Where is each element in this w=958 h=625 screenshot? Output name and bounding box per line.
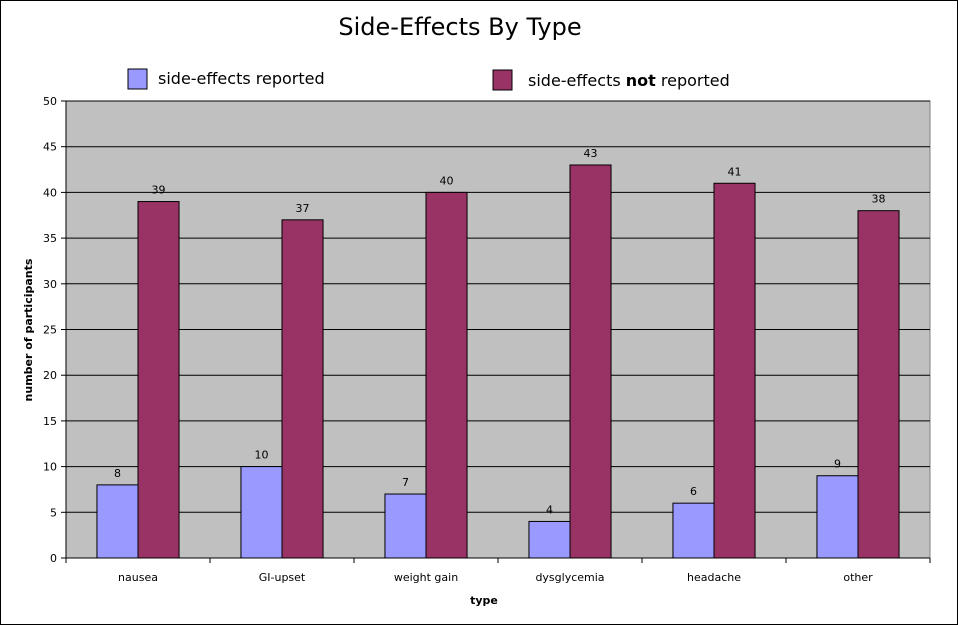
gridlines [66, 100, 930, 513]
y-tick-label: 40 [43, 186, 57, 199]
data-label-reported: 10 [254, 449, 268, 462]
x-tick-label: headache [687, 571, 741, 584]
bar-not-reported [713, 182, 756, 559]
legend-label-not-reported: side-effects not reported [528, 71, 730, 90]
bar-reported [384, 493, 427, 559]
y-axis-title: number of participants [22, 258, 35, 401]
y-tick-label: 30 [43, 278, 57, 291]
y-tick-label: 0 [50, 552, 57, 565]
bar-not-reported [569, 164, 612, 559]
legend: side-effects reported side-effects not r… [127, 68, 730, 91]
y-tick-label: 25 [43, 324, 57, 337]
x-tick-label: nausea [118, 571, 158, 584]
y-tick-label: 45 [43, 141, 57, 154]
y-tick-label: 35 [43, 232, 57, 245]
x-tick-label: GI-upset [259, 571, 306, 584]
bar-not-reported [281, 219, 324, 559]
y-tick-label: 10 [43, 461, 57, 474]
data-label-not-reported: 40 [440, 174, 454, 187]
bar-not-reported [857, 210, 900, 559]
x-tick-label: weight gain [394, 571, 458, 584]
x-tick-labels: nausea GI-upset weight gain dysglycemia head… [118, 571, 873, 584]
y-tick-label: 20 [43, 369, 57, 382]
data-label-not-reported: 37 [296, 202, 310, 215]
legend-swatch-not-reported [492, 69, 513, 91]
data-label-reported: 6 [690, 485, 697, 498]
data-label-not-reported: 38 [872, 193, 886, 206]
y-tick-label: 5 [50, 506, 57, 519]
data-label-reported: 7 [402, 476, 409, 489]
bar-not-reported [137, 201, 180, 559]
chart-title: Side-Effects By Type [338, 13, 581, 41]
data-label-reported: 8 [114, 467, 121, 480]
data-label-not-reported: 43 [584, 147, 598, 160]
bar-reported [816, 475, 859, 559]
data-labels: 8 39 10 37 7 40 4 43 6 41 9 38 [114, 147, 886, 516]
x-tick-label: other [843, 571, 873, 584]
axes [61, 100, 931, 563]
bar-not-reported [425, 191, 468, 559]
bar-reported [240, 466, 283, 559]
data-label-reported: 9 [834, 458, 841, 471]
x-axis-title: type [470, 594, 498, 607]
legend-swatch-reported [127, 68, 148, 90]
y-tick-label: 50 [43, 95, 57, 108]
data-label-not-reported: 39 [152, 184, 166, 197]
x-tick-label: dysglycemia [535, 571, 604, 584]
bar-reported [672, 502, 715, 559]
bar-reported [96, 484, 139, 559]
legend-label-reported: side-effects reported [158, 69, 325, 88]
y-tick-labels: 0 5 10 15 20 25 30 35 40 45 50 [43, 95, 57, 565]
data-label-not-reported: 41 [728, 165, 742, 178]
data-label-reported: 4 [546, 503, 553, 516]
bar-reported [528, 520, 571, 559]
y-tick-label: 15 [43, 415, 57, 428]
